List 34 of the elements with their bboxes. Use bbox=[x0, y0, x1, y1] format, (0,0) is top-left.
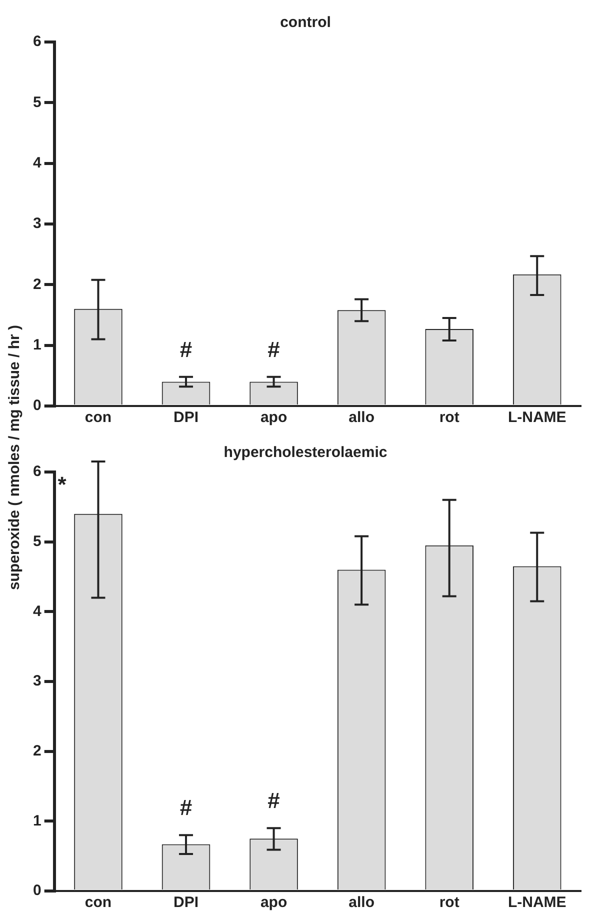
x-tick-label: rot bbox=[439, 409, 460, 426]
annotation: # bbox=[268, 336, 280, 362]
x-tick-label: L-NAME bbox=[508, 409, 566, 426]
x-tick-label: apo bbox=[260, 894, 288, 912]
y-tick-label: 3 bbox=[33, 215, 42, 232]
x-tick-label: con bbox=[84, 894, 112, 912]
annotation: # bbox=[268, 788, 280, 814]
annotation: # bbox=[180, 336, 192, 362]
chart-title: hypercholesterolaemic bbox=[224, 444, 388, 462]
y-tick-label: 0 bbox=[33, 397, 42, 414]
x-tick-label: allo bbox=[348, 409, 374, 426]
y-tick-label: 2 bbox=[33, 742, 42, 760]
y-tick-label: 4 bbox=[33, 602, 42, 620]
y-tick-label: 2 bbox=[33, 276, 42, 293]
y-tick-label: 5 bbox=[33, 532, 42, 550]
x-tick-label: rot bbox=[439, 894, 460, 912]
y-tick-label: 3 bbox=[33, 672, 42, 690]
y-tick-label: 1 bbox=[33, 812, 42, 830]
x-tick-label: DPI bbox=[174, 894, 199, 912]
y-tick-label: 6 bbox=[33, 33, 42, 50]
y-tick-label: 4 bbox=[33, 154, 42, 172]
y-axis-title: superoxide ( nmoles / mg tissue / hr ) bbox=[6, 324, 24, 590]
x-tick-label: allo bbox=[348, 894, 374, 912]
x-tick-label: DPI bbox=[174, 409, 199, 426]
y-tick-label: 1 bbox=[33, 336, 42, 354]
chart-title: control bbox=[280, 14, 331, 32]
annotation: * bbox=[58, 472, 67, 498]
y-tick-label: 0 bbox=[33, 882, 42, 900]
x-tick-label: con bbox=[84, 409, 112, 426]
y-tick-label: 6 bbox=[33, 463, 42, 480]
annotation: # bbox=[180, 795, 192, 820]
y-tick-label: 5 bbox=[33, 94, 42, 111]
x-tick-label: apo bbox=[260, 409, 288, 426]
x-tick-label: L-NAME bbox=[508, 894, 566, 912]
